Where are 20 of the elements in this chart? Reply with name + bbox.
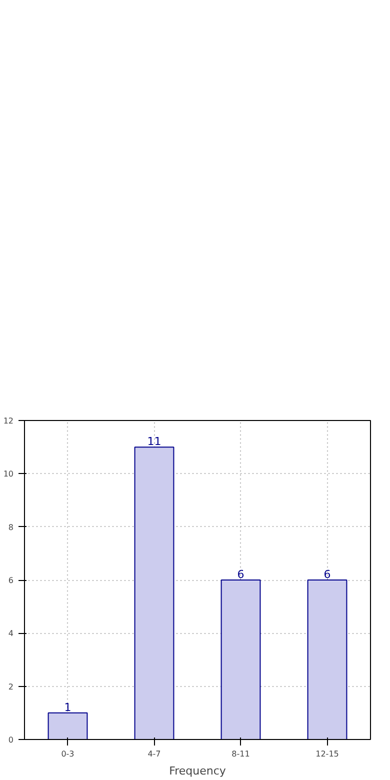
data-label: 6 bbox=[324, 568, 331, 581]
x-tick-label: 8-11 bbox=[232, 750, 250, 758]
y-tick-label: 6 bbox=[8, 576, 14, 585]
bar bbox=[134, 446, 174, 740]
data-label: 1 bbox=[64, 700, 72, 714]
data-label: 11 bbox=[147, 435, 162, 448]
x-tick-label: 0-3 bbox=[61, 750, 74, 758]
bar bbox=[307, 580, 348, 740]
bar bbox=[48, 712, 88, 740]
y-tick-label: 8 bbox=[8, 522, 14, 532]
x-tick-label: 4-7 bbox=[148, 750, 161, 758]
bar bbox=[220, 580, 261, 740]
y-tick-label: 4 bbox=[8, 629, 14, 638]
data-label: 6 bbox=[237, 568, 244, 581]
x-tick-label: 12-15 bbox=[316, 750, 339, 758]
y-tick-label: 12 bbox=[3, 416, 14, 426]
y-tick-label: 2 bbox=[8, 682, 14, 692]
x-axis-title: Frequency bbox=[169, 764, 226, 778]
y-tick-label: 0 bbox=[8, 736, 14, 744]
y-tick-label: 10 bbox=[3, 470, 14, 479]
